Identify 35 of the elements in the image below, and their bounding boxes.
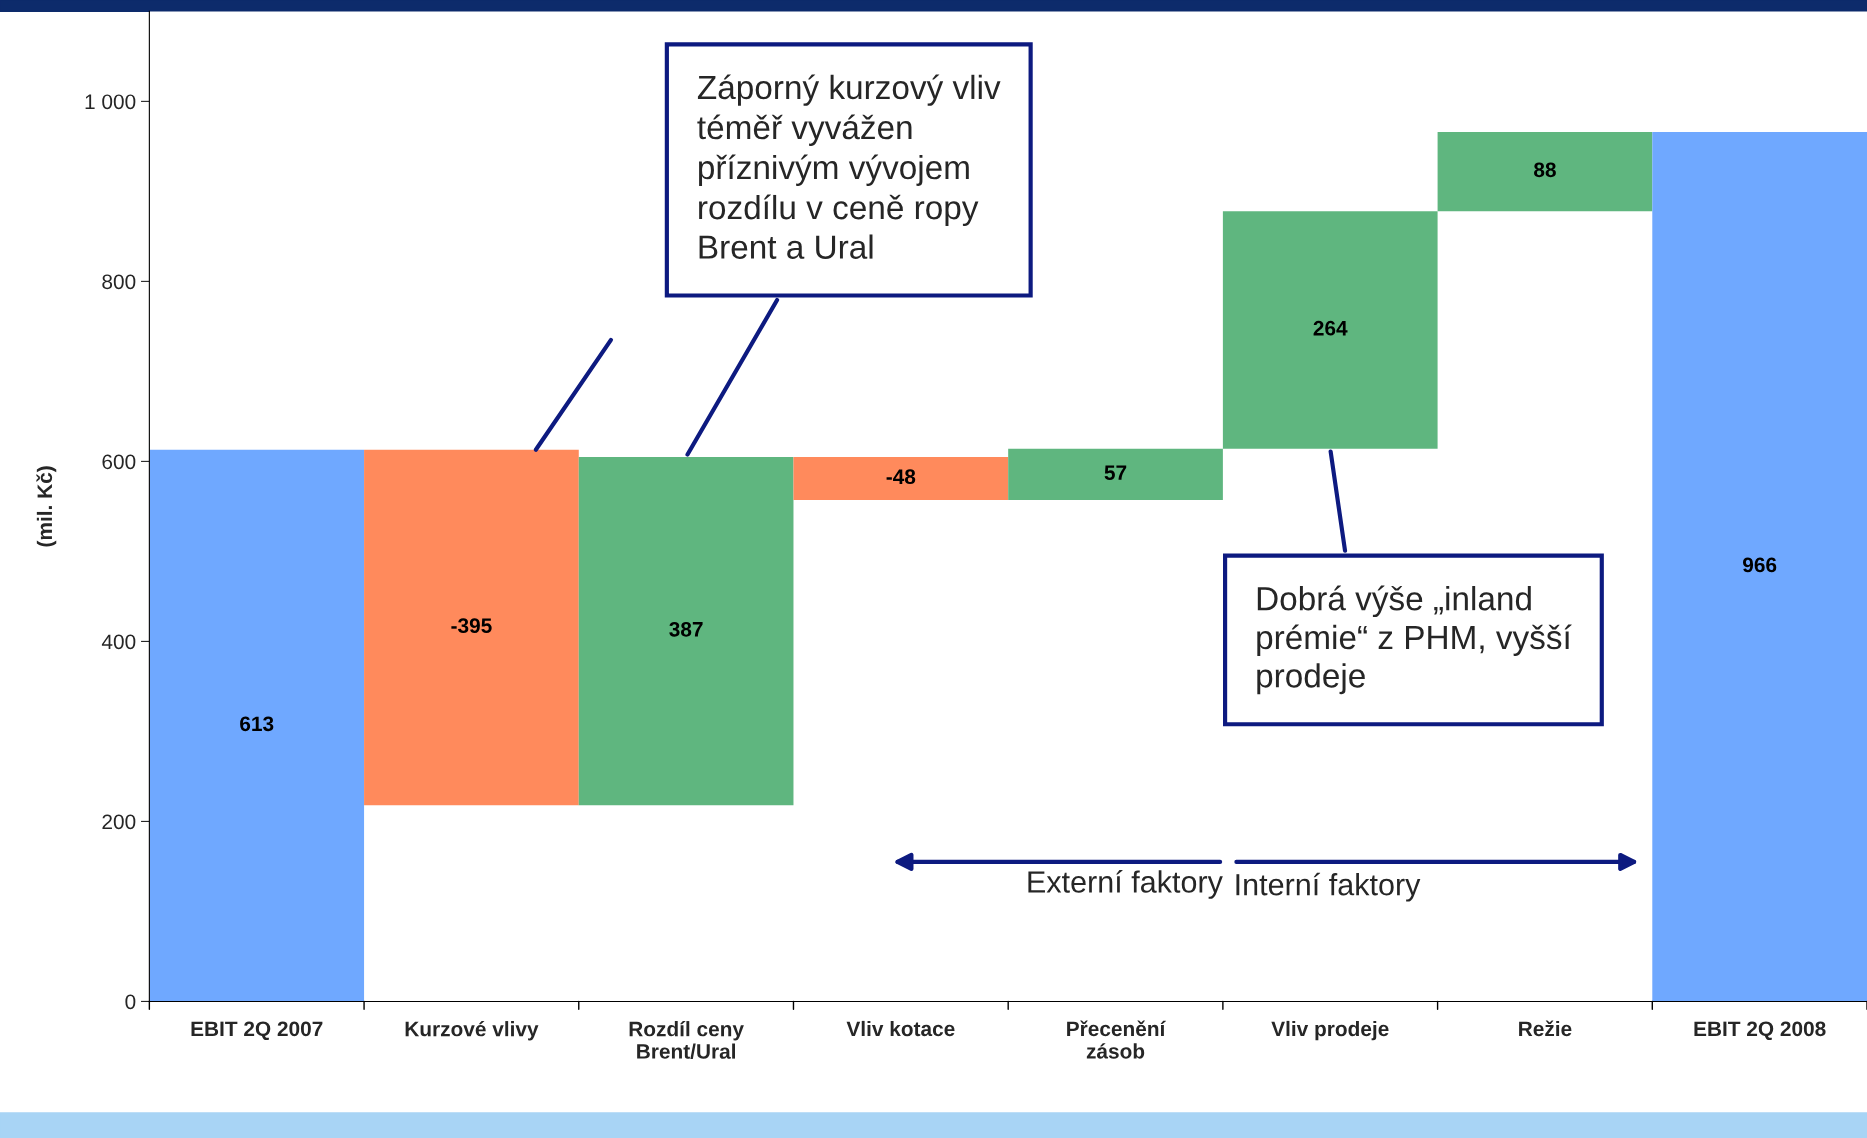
data-label: 966: [1742, 557, 1777, 573]
annotation: Záporný kurzový vliv téměř vyvážen příznivým vývojem rozdílu v ceně ropy Brent a Ural: [697, 74, 1001, 259]
data-label: -395: [451, 618, 492, 634]
y-tick-label: 400: [101, 634, 136, 650]
x-tick-label: EBIT 2Q 2008: [1694, 1021, 1826, 1041]
bar: [149, 449, 365, 1002]
data-label: 613: [240, 716, 274, 732]
y-tick-label: 800: [102, 274, 136, 290]
data-label: 264: [1313, 320, 1348, 336]
y-tick-label: 0: [125, 994, 136, 1010]
bar: [1222, 211, 1438, 449]
data-label: 387: [669, 621, 703, 637]
x-tick-label: Rozdíl ceny Brent/Ural: [629, 1020, 744, 1060]
y-axis-title: (mil. Kč): [36, 466, 57, 547]
annotation: Dobrá výše „inland prémie“ z PHM, vyšší prodeje: [1257, 585, 1572, 695]
x-tick-label: Vliv prodeje: [1271, 1020, 1389, 1041]
bar: [578, 456, 794, 806]
data-label: -48: [886, 469, 916, 485]
bar: [1008, 448, 1223, 501]
annotation: Interní faktory: [1236, 872, 1421, 902]
bar: [364, 449, 579, 806]
y-tick-label: 1 000: [85, 94, 136, 110]
bar: [793, 456, 1009, 501]
bar: [1652, 131, 1867, 1002]
x-tick-label: Režie: [1519, 1020, 1572, 1037]
bar: [1437, 131, 1653, 212]
x-tick-label: Přecenění zásob: [1067, 1020, 1166, 1059]
annotation: Externí faktory: [1028, 870, 1223, 899]
data-label: 57: [1104, 465, 1127, 481]
y-tick-label: 200: [102, 814, 136, 830]
x-tick-label: EBIT 2Q 2007: [191, 1021, 323, 1041]
x-tick-label: Vliv kotace: [846, 1020, 955, 1037]
x-tick-label: Kurzové vlivy: [405, 1020, 539, 1041]
data-label: 88: [1534, 162, 1556, 178]
y-tick-label: 600: [102, 454, 136, 470]
